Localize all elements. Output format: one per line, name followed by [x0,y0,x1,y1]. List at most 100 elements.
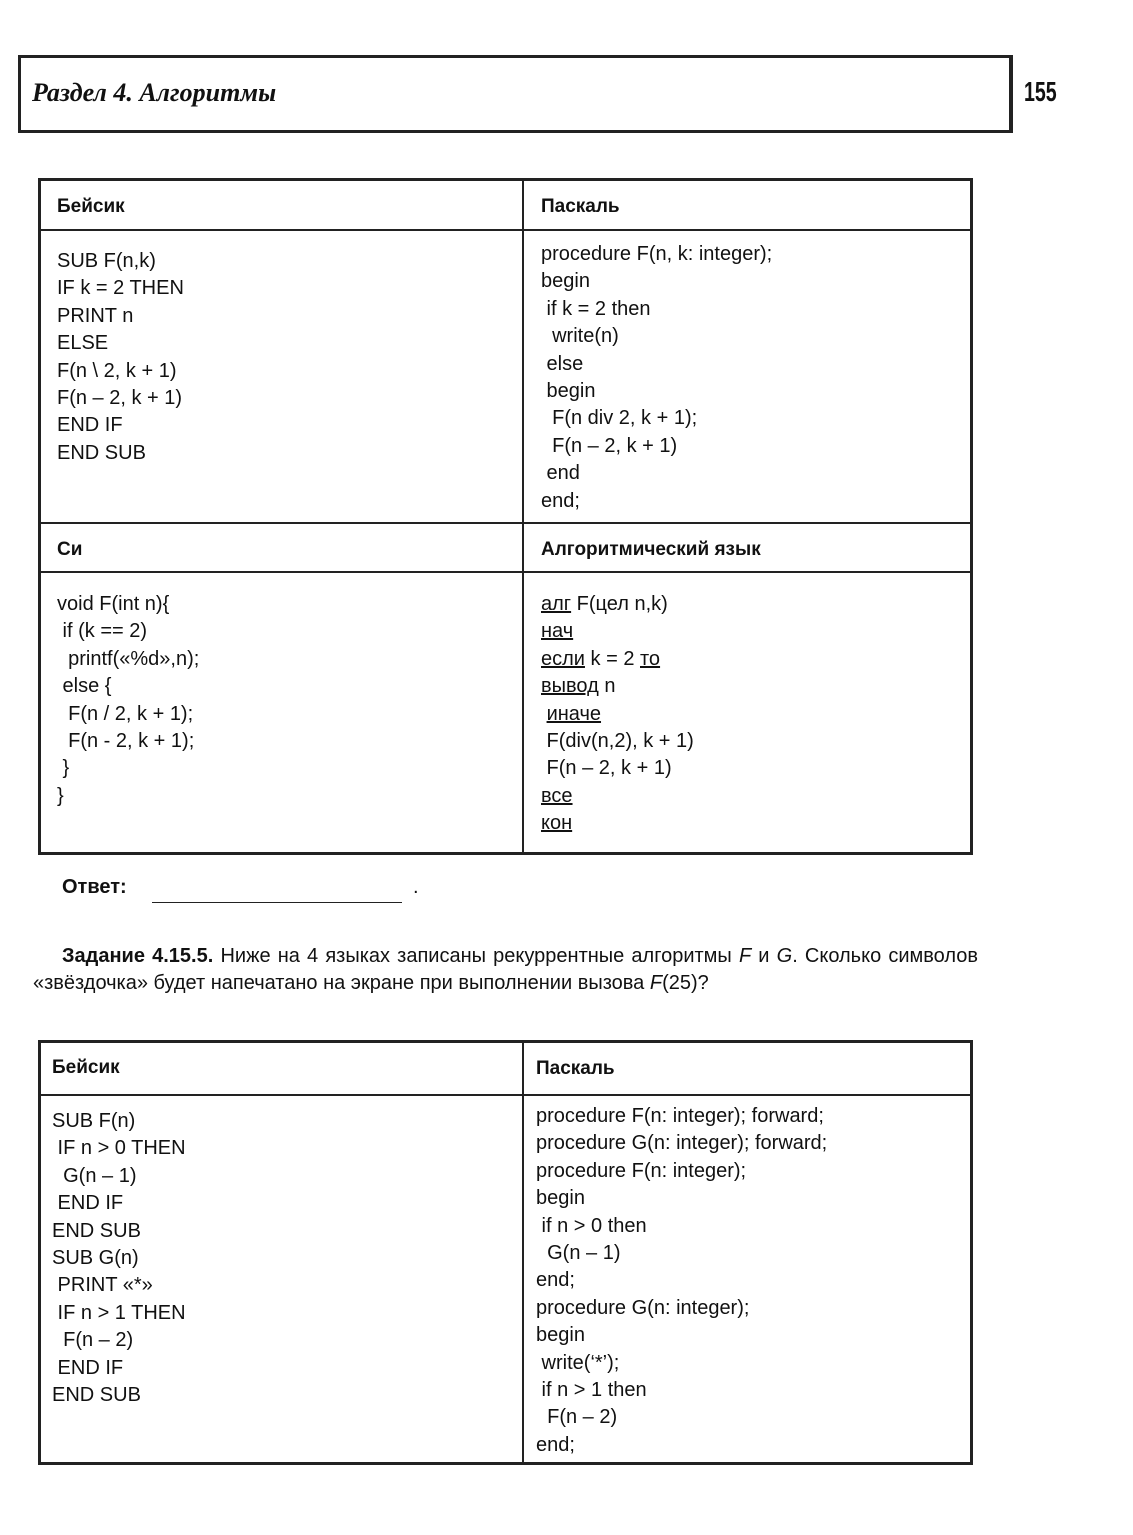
keyword: нач [541,620,574,643]
answer-blank [152,902,402,903]
code-line: END IF [57,414,123,437]
table-1 [38,178,973,855]
code-line: end [541,462,580,485]
text: F(цел n,k) [571,593,668,615]
code-line: F(n – 2) [536,1406,618,1429]
text: F(div(n,2), k + 1) [541,730,694,753]
code-line: F(n - 2, k + 1); [57,730,195,753]
code-line: F(n – 2, k + 1) [541,434,678,457]
code-line: кон [541,810,694,837]
code-line: write(n) [541,325,619,348]
code-line: F(n div 2, k + 1); [541,407,698,430]
cell-heading: Си [57,539,83,560]
code: procedure F(n, k: integer); begin if k = … [541,241,772,515]
code-line: begin [536,1324,585,1347]
code-line: все [541,783,694,810]
code-line: нач [541,618,694,645]
code-line: end; [536,1269,575,1292]
code-line: printf(«%d»,n); [57,647,200,670]
code-line: F(n / 2, k + 1); [57,702,194,725]
code-line: if n > 0 then [536,1214,647,1237]
code-line: IF k = 2 THEN [57,277,184,300]
math-symbol: F [649,972,663,994]
section-title: Раздел 4. Алгоритмы [32,78,277,107]
header-box [18,55,1013,133]
code-line: G(n – 1) [52,1164,137,1187]
code: алг F(цел n,k) нач если k = 2 то вывод n ин… [541,591,694,838]
cell-heading: Бейсик [57,196,125,217]
code-line: procedure G(n: integer); forward; [536,1132,828,1155]
code-line: procedure F(n: integer); [536,1159,747,1182]
task-number: Задание 4.15.5. [62,945,214,967]
text: k = 2 [584,647,640,670]
keyword: иначе [546,702,602,725]
code-line: else [541,352,584,375]
table-2 [38,1040,973,1465]
code-line: IF n > 0 THEN [52,1137,186,1160]
code-line: begin [536,1187,585,1210]
keyword: алг [541,593,572,615]
cell-heading: Алгоритмический язык [541,539,761,560]
keyword: вывод [541,675,599,698]
code-line: F(n \ 2, k + 1) [57,359,177,382]
math-symbol: F [738,945,752,967]
answer-end: . [413,876,419,898]
code-line: begin [541,270,590,293]
code-line: SUB G(n) [52,1247,139,1270]
cell-heading: Паскаль [536,1058,615,1079]
code-line: END IF [52,1356,124,1379]
row-divider [38,522,973,524]
task-text: Задание 4.15.5. Ниже на 4 языках записан… [33,943,978,997]
code-line: F(n – 2, k + 1) [57,387,183,410]
cell-heading: Бейсик [52,1057,120,1078]
text: Ниже на 4 языках записаны рекуррентные а… [213,945,739,967]
text: (25)? [662,972,709,994]
column-divider [522,1040,524,1465]
code-line: if (k == 2) [57,620,148,643]
code: void F(int n){ if (k == 2) printf(«%d»,n… [57,591,199,810]
text: и [751,945,777,967]
answer-label: Ответ: [62,876,127,898]
code-line: IF n > 1 THEN [52,1301,186,1324]
code-line: алг F(цел n,k) [541,591,694,618]
code-line: procedure F(n: integer); forward; [536,1105,824,1127]
code: SUB F(n) IF n > 0 THEN G(n – 1) END IF EN… [52,1108,186,1409]
code-line: procedure G(n: integer); [536,1296,750,1319]
code-line: } [57,784,64,807]
text: . Сколько символов «звёздочка» будет нап… [33,945,979,994]
code-line: void F(int n){ [57,593,170,615]
code-line: F(n – 2, k + 1) [541,755,694,782]
code-line: end; [541,489,580,512]
code-line: if k = 2 then [541,297,651,320]
code-line: ELSE [57,332,109,355]
code-line: иначе [541,701,694,728]
code-line: F(div(n,2), k + 1) [541,728,694,755]
text: F(n – 2, k + 1) [541,757,672,780]
code-line: PRINT «*» [52,1274,153,1297]
column-divider [522,178,524,855]
keyword: то [640,647,661,670]
row-divider [38,229,973,231]
code-line: procedure F(n, k: integer); [541,243,773,265]
keyword: все [541,784,573,807]
code-line: END IF [52,1192,124,1215]
code-line: if n > 1 then [536,1379,647,1402]
page-number: 155 [1024,76,1057,107]
code-line: G(n – 1) [536,1242,621,1265]
code-line: F(n – 2) [52,1329,134,1352]
row-divider [38,1094,973,1096]
code-line: SUB F(n,k) [57,250,156,272]
code-line: SUB F(n) [52,1110,136,1132]
code-line: end; [536,1433,575,1456]
code: SUB F(n,k) IF k = 2 THEN PRINT n ELSE F(n \ … [57,248,184,467]
row-divider [38,571,973,573]
code-line: END SUB [52,1219,141,1242]
code-line: begin [541,380,596,403]
code: procedure F(n: integer); forward; procedu… [536,1103,827,1459]
code-line: } [57,757,70,780]
code-line: если k = 2 то [541,646,694,673]
code-line: вывод n [541,673,694,700]
code-line: write(‘*’); [536,1351,620,1374]
code-line: END SUB [52,1384,141,1407]
